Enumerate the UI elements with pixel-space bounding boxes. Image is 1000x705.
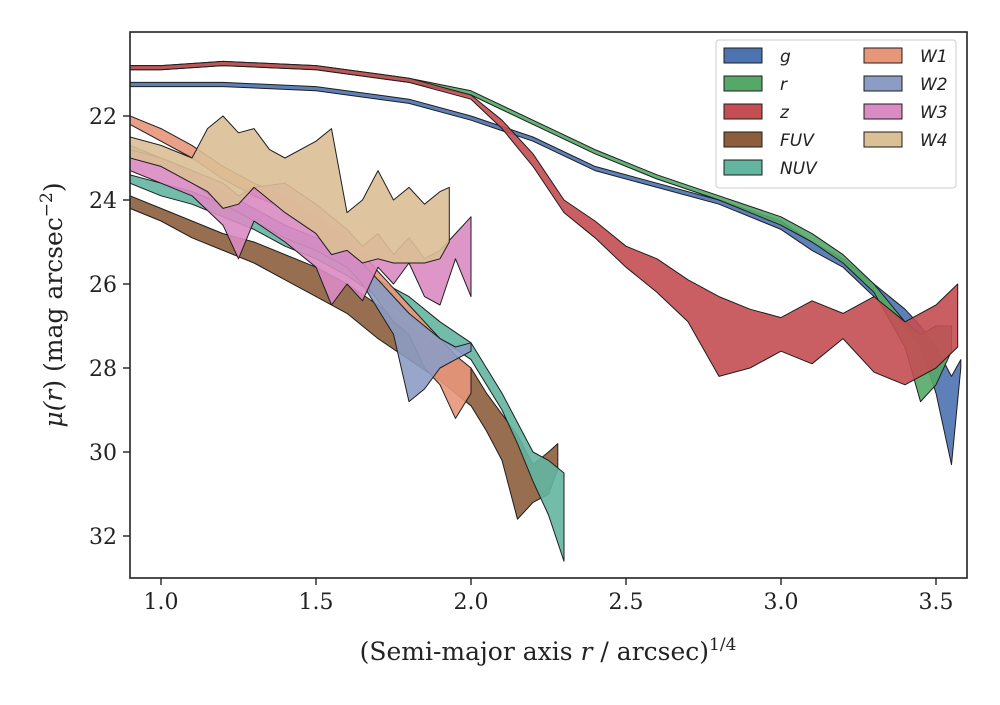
y-tick-label: 22: [89, 105, 117, 130]
legend-swatch: [863, 75, 903, 92]
legend-item-g: g: [723, 47, 791, 67]
y-axis-label: μ(r) (mag arcsec−2): [37, 182, 68, 427]
legend-label: z: [779, 103, 790, 123]
x-tick-label: 1.0: [144, 590, 179, 615]
y-tick-label: 32: [89, 525, 117, 550]
legend: grz FUV NUV W1 W2 W3 W4: [715, 39, 957, 189]
legend-item-fuv: FUV: [723, 131, 815, 151]
legend-label: W2: [920, 75, 948, 95]
legend-swatch: [863, 47, 903, 64]
series-layer: [130, 60, 962, 562]
legend-label: W3: [920, 103, 948, 123]
x-tick-label: 1.5: [299, 590, 334, 615]
y-tick-label: 30: [89, 441, 117, 466]
legend-label: W4: [920, 131, 948, 151]
x-tick-label: 3.5: [919, 590, 954, 615]
legend-label: FUV: [780, 131, 815, 151]
legend-item-nuv: NUV: [723, 159, 818, 179]
y-tick-label: 28: [89, 357, 117, 382]
legend-label: W1: [920, 47, 948, 67]
series-band-g: [130, 81, 962, 466]
legend-item-z: z: [723, 103, 790, 123]
y-axis: 22 24 26 28 30 32: [89, 105, 130, 550]
legend-swatch: [723, 47, 763, 64]
legend-swatch: [863, 103, 903, 120]
legend-item-w2: W2: [863, 75, 948, 95]
y-tick-label: 26: [89, 273, 117, 298]
legend-swatch: [723, 159, 763, 176]
x-tick-label: 2.5: [609, 590, 644, 615]
legend-swatch: [723, 75, 763, 92]
legend-item-w3: W3: [863, 103, 948, 123]
series-band-z: [130, 60, 959, 386]
x-tick-label: 2.0: [454, 590, 489, 615]
legend-item-r: r: [723, 75, 788, 95]
series-band-w4: [130, 115, 450, 264]
legend-label: r: [780, 75, 788, 95]
legend-label: NUV: [780, 159, 818, 179]
plot-frame: [129, 31, 968, 579]
legend-item-w1: W1: [863, 47, 948, 67]
x-axis-label: (Semi-major axis r / arcsec)1/4: [360, 635, 737, 666]
y-tick-label: 24: [89, 189, 117, 214]
legend-swatch: [723, 103, 763, 120]
legend-label: g: [780, 47, 791, 67]
legend-item-w4: W4: [863, 131, 948, 151]
x-tick-label: 3.0: [764, 590, 799, 615]
legend-swatch: [723, 131, 763, 148]
legend-swatch: [863, 131, 903, 148]
x-axis: 1.0 1.5 2.0 2.5 3.0 3.5: [144, 578, 954, 615]
